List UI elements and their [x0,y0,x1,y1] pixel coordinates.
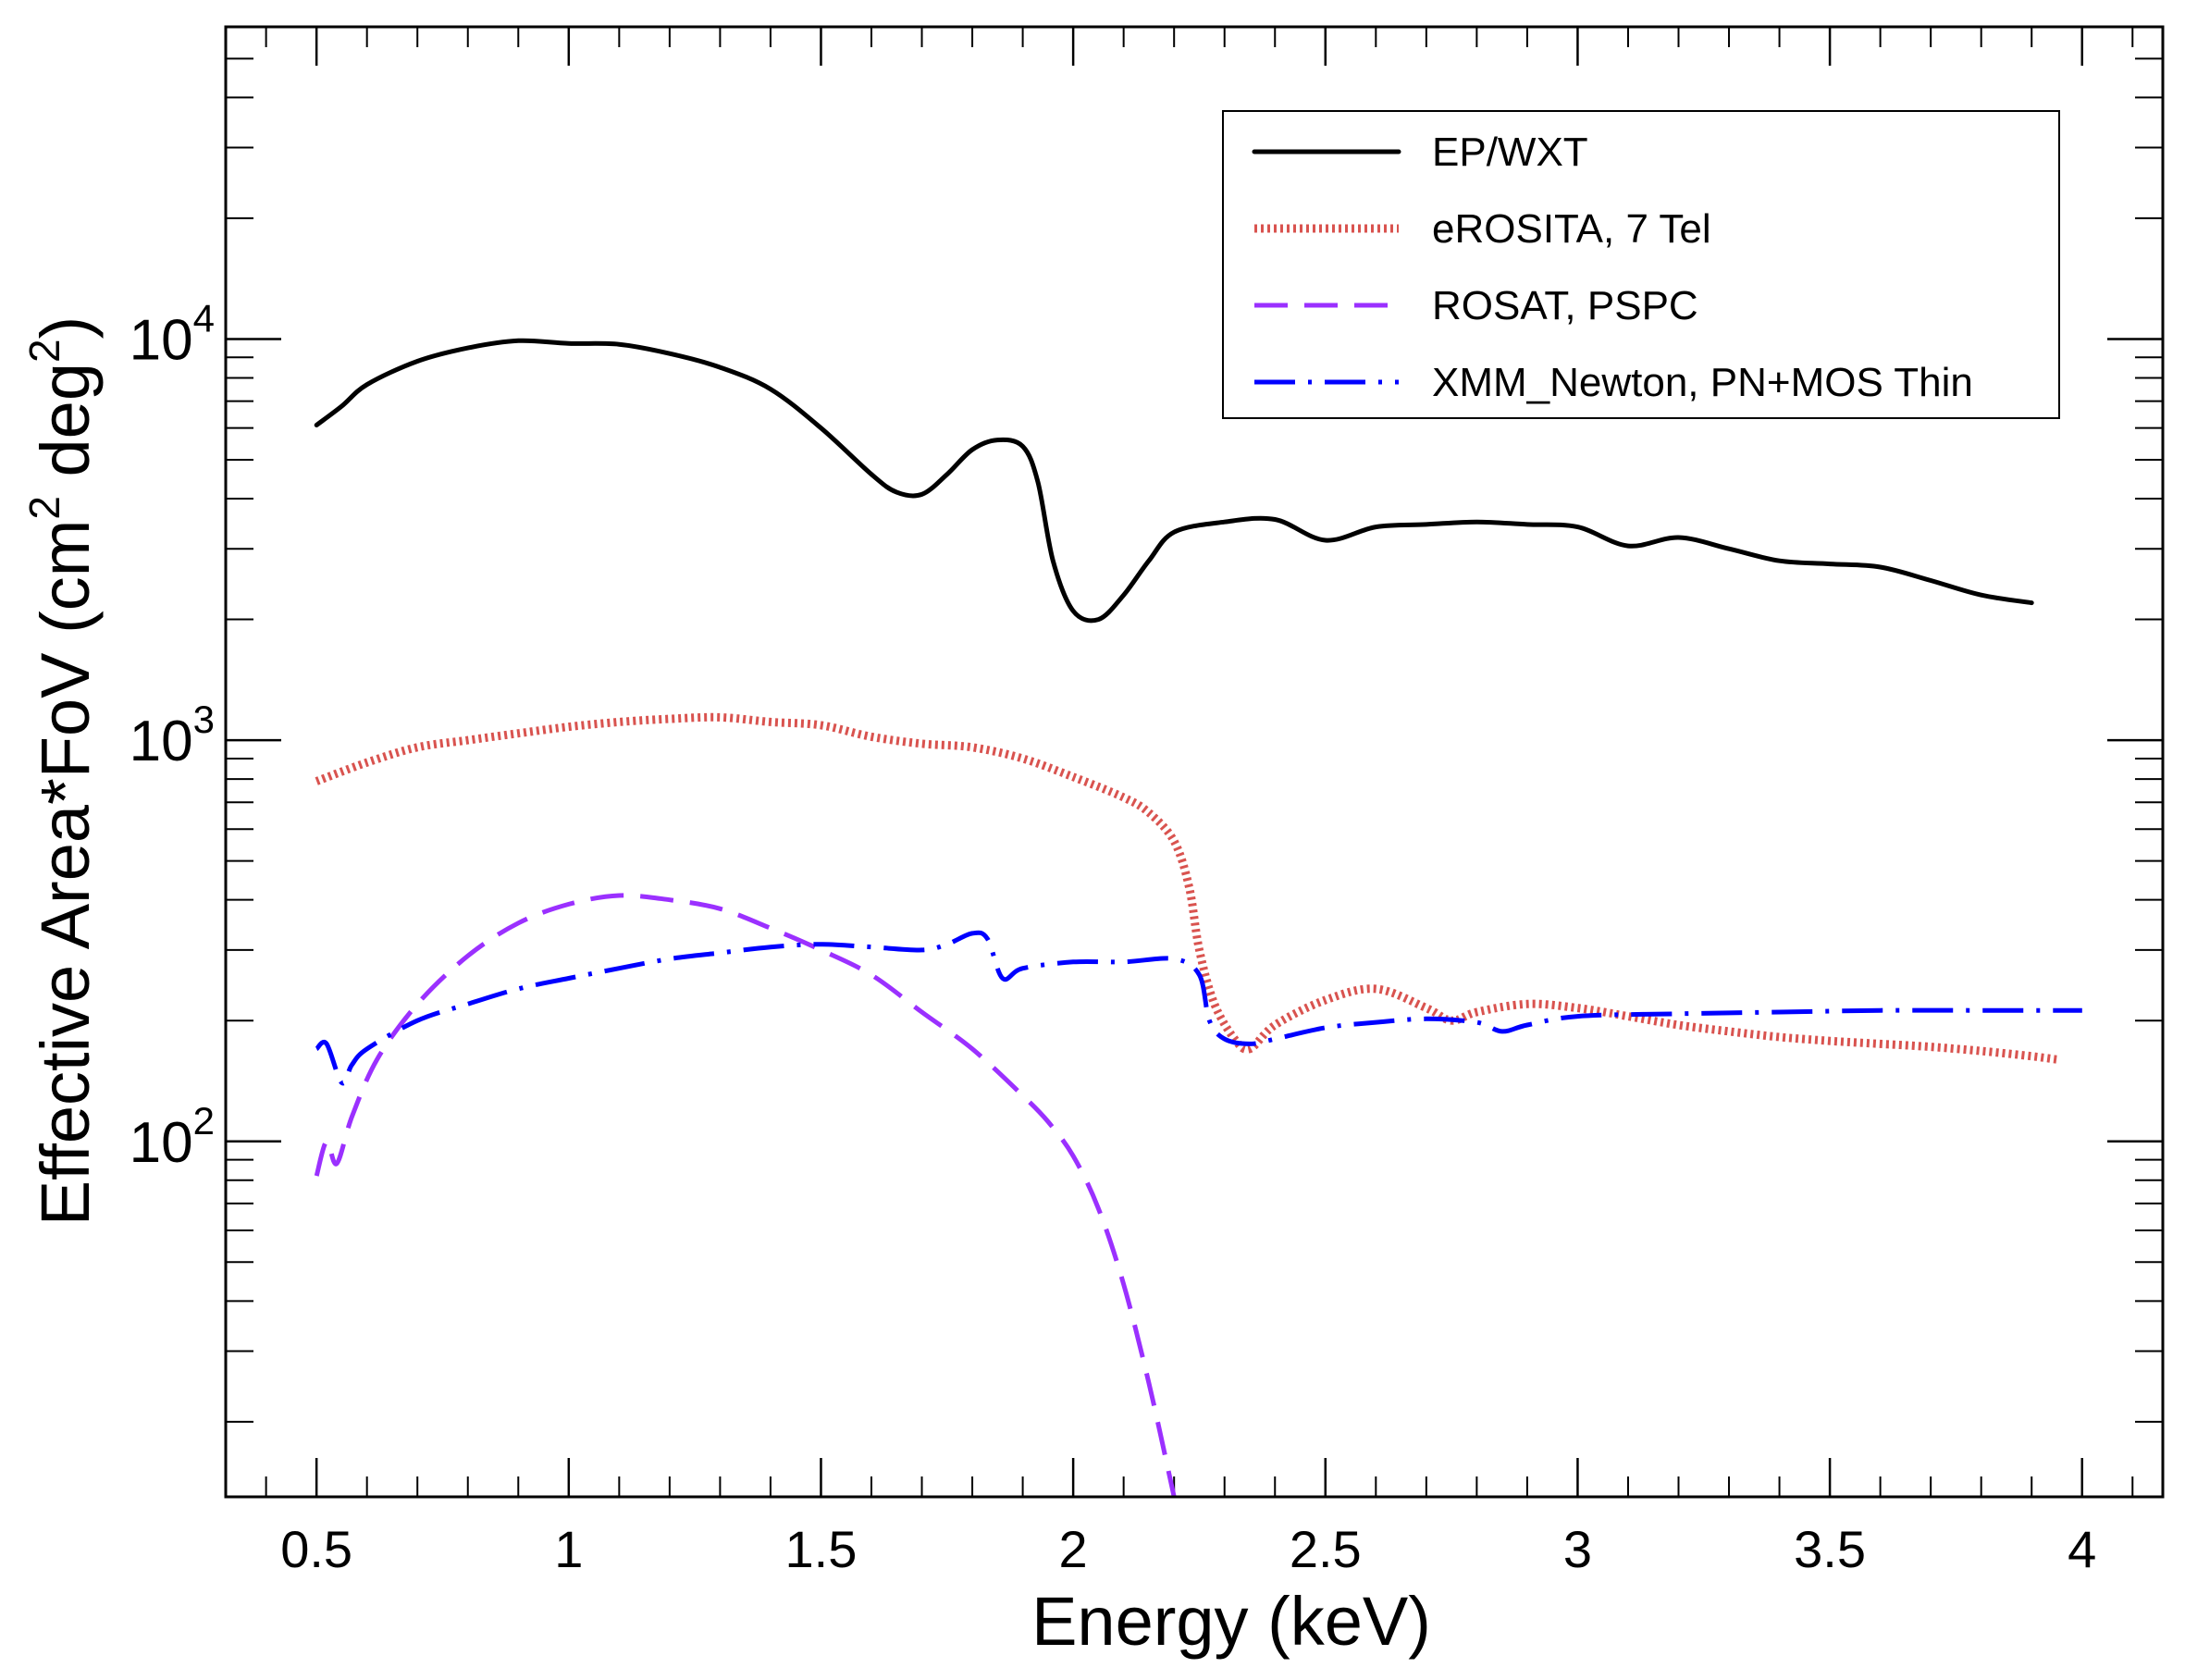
y-title-part: deg [27,363,104,496]
series-line-1 [315,712,2058,1064]
legend-label-2: ROSAT, PSPC [1432,283,1698,328]
plot-frame [224,25,2165,1499]
y-tick-exponent: 2 [193,1099,215,1143]
y-axis-title: Effective Area*FoV (cm2 deg2) [20,316,104,1226]
x-tick-label: 1 [554,1520,583,1578]
y-tick-base: 10 [130,710,193,773]
x-tick-label: 3 [1563,1520,1592,1578]
legend-label-0: EP/WXT [1432,130,1588,175]
x-axis-title: Energy (keV) [1031,1583,1431,1660]
series-line-0 [314,338,2034,624]
y-title-part: ) [27,316,104,340]
x-tick-label: 2.5 [1290,1520,1362,1578]
y-title-sup: 2 [20,339,68,363]
y-tick-exponent: 4 [193,296,215,340]
legend-label-3: XMM_Newton, PN+MOS Thin [1432,360,1973,405]
series-line-3 [315,930,2082,1086]
y-title-sup: 2 [20,496,68,520]
series-lines [314,338,2082,1498]
y-title-part: Effective Area*FoV (cm [27,520,104,1227]
axis-labels: Energy (keV)Effective Area*FoV (cm2 deg2… [20,316,1431,1660]
x-tick-label: 0.5 [280,1520,352,1578]
legend-label-1: eROSITA, 7 Tel [1432,206,1711,252]
y-tick-label: 104 [130,296,215,372]
y-tick-base: 10 [130,308,193,372]
y-tick-label: 102 [130,1099,215,1175]
legend-box [1222,110,2060,419]
y-tick-base: 10 [130,1111,193,1175]
legend: EP/WXT eROSITA, 7 Tel ROSAT, PSPC XMM_Newto… [1222,110,2060,419]
x-tick-label: 4 [2068,1520,2096,1578]
x-tick-label: 1.5 [785,1520,858,1578]
x-tick-label: 3.5 [1794,1520,1866,1578]
y-tick-exponent: 3 [193,698,215,741]
x-tick-label: 2 [1059,1520,1088,1578]
series-line-2 [314,893,1177,1498]
y-tick-label: 103 [130,698,215,773]
